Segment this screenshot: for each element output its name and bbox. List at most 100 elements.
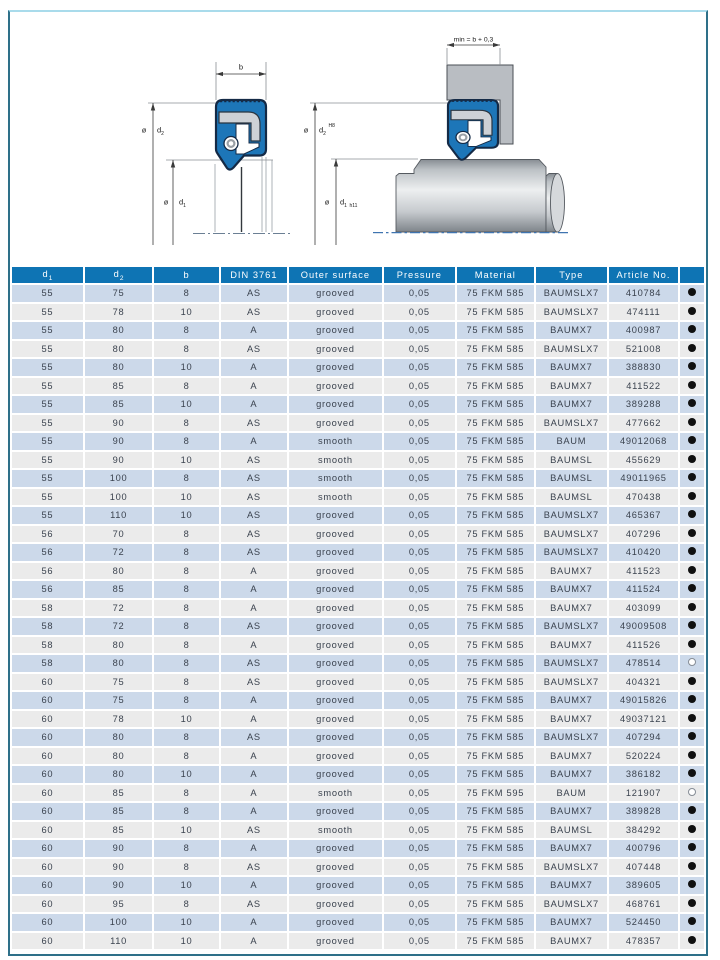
dim-d2h8-label: d2H8 — [319, 123, 335, 137]
filled-dot-icon — [688, 565, 697, 574]
cell-d2: 85 — [82, 394, 155, 415]
open-dot-icon — [688, 658, 697, 667]
cell-availability — [678, 745, 706, 766]
cell-type: BAUMSLX7 — [533, 616, 609, 637]
cell-b: 8 — [152, 468, 221, 489]
table-row: 60 75 8 AS grooved 0,05 75 FKM 585 BAUMSLX7 4043… — [10, 671, 706, 692]
cell-outer-surface: grooved — [286, 634, 384, 655]
cell-outer-surface: smooth — [286, 431, 384, 452]
cell-d1: 60 — [10, 745, 85, 766]
cell-outer-surface: grooved — [286, 375, 384, 396]
cell-d1: 60 — [10, 893, 85, 914]
cell-article-no: 411526 — [606, 634, 681, 655]
cell-pressure: 0,05 — [381, 468, 457, 489]
cell-availability — [678, 357, 706, 378]
cell-d2: 75 — [82, 690, 155, 711]
cell-d2: 90 — [82, 838, 155, 859]
cell-d1: 60 — [10, 838, 85, 859]
cell-article-no: 49012068 — [606, 431, 681, 452]
cell-b: 10 — [152, 930, 221, 951]
cell-b: 8 — [152, 653, 221, 674]
cell-availability — [678, 616, 706, 637]
cell-pressure: 0,05 — [381, 634, 457, 655]
cell-outer-surface: grooved — [286, 801, 384, 822]
cell-b: 8 — [152, 542, 221, 563]
cell-b: 8 — [152, 283, 221, 304]
cell-din: AS — [218, 301, 289, 322]
cell-b: 8 — [152, 838, 221, 859]
table-row: 55 90 10 AS smooth 0,05 75 FKM 585 BAUMSL 455629 — [10, 449, 706, 470]
filled-dot-icon — [688, 325, 697, 334]
cell-pressure: 0,05 — [381, 375, 457, 396]
dimension-table: d1 d2 b DIN 3761 Outer surface Pressure Materi… — [10, 265, 706, 951]
filled-dot-icon — [688, 861, 697, 870]
cell-d1: 55 — [10, 505, 85, 526]
cell-pressure: 0,05 — [381, 838, 457, 859]
cell-din: A — [218, 764, 289, 785]
seal-cross-section-left — [214, 98, 268, 171]
cell-type: BAUMX7 — [533, 357, 609, 378]
cell-material: 75 FKM 585 — [454, 727, 536, 748]
cell-type: BAUMSLX7 — [533, 523, 609, 544]
cell-availability — [678, 653, 706, 674]
filled-dot-icon — [688, 306, 697, 315]
filled-dot-icon — [688, 824, 697, 833]
cell-d2: 100 — [82, 912, 155, 933]
cell-din: AS — [218, 856, 289, 877]
cell-outer-surface: grooved — [286, 394, 384, 415]
cell-availability — [678, 782, 706, 803]
cell-din: A — [218, 375, 289, 396]
cell-article-no: 521008 — [606, 338, 681, 359]
cell-din: A — [218, 597, 289, 618]
cell-article-no: 404321 — [606, 671, 681, 692]
cell-material: 75 FKM 585 — [454, 338, 536, 359]
cell-type: BAUMX7 — [533, 394, 609, 415]
cell-d2: 72 — [82, 616, 155, 637]
cell-availability — [678, 634, 706, 655]
cell-pressure: 0,05 — [381, 801, 457, 822]
cell-b: 8 — [152, 616, 221, 637]
cell-pressure: 0,05 — [381, 412, 457, 433]
cell-din: A — [218, 394, 289, 415]
filled-dot-icon — [688, 380, 697, 389]
cell-availability — [678, 579, 706, 600]
cell-type: BAUMSL — [533, 819, 609, 840]
cell-availability — [678, 930, 706, 951]
cell-b: 8 — [152, 782, 221, 803]
cell-pressure: 0,05 — [381, 486, 457, 507]
cell-type: BAUMSLX7 — [533, 727, 609, 748]
cell-pressure: 0,05 — [381, 764, 457, 785]
cell-material: 75 FKM 585 — [454, 597, 536, 618]
cell-article-no: 470438 — [606, 486, 681, 507]
cell-d1: 56 — [10, 560, 85, 581]
col-header-pressure: Pressure — [381, 265, 457, 285]
cell-pressure: 0,05 — [381, 523, 457, 544]
cell-type: BAUMX7 — [533, 745, 609, 766]
cell-material: 75 FKM 585 — [454, 449, 536, 470]
cell-pressure: 0,05 — [381, 338, 457, 359]
cell-article-no: 478514 — [606, 653, 681, 674]
cell-type: BAUMX7 — [533, 634, 609, 655]
cell-outer-surface: grooved — [286, 412, 384, 433]
cell-d1: 55 — [10, 486, 85, 507]
filled-dot-icon — [688, 806, 697, 815]
dimension-d2-left: ø d2 — [142, 102, 216, 245]
cell-material: 75 FKM 585 — [454, 912, 536, 933]
cell-availability — [678, 597, 706, 618]
cell-material: 75 FKM 585 — [454, 764, 536, 785]
cell-outer-surface: smooth — [286, 449, 384, 470]
cell-type: BAUMX7 — [533, 801, 609, 822]
cell-pressure: 0,05 — [381, 616, 457, 637]
cell-material: 75 FKM 585 — [454, 412, 536, 433]
cell-din: A — [218, 782, 289, 803]
cell-outer-surface: grooved — [286, 764, 384, 785]
cell-type: BAUMSLX7 — [533, 542, 609, 563]
cell-type: BAUMSL — [533, 468, 609, 489]
cell-type: BAUMSLX7 — [533, 893, 609, 914]
cell-material: 75 FKM 585 — [454, 838, 536, 859]
cell-availability — [678, 764, 706, 785]
cell-d1: 60 — [10, 875, 85, 896]
cell-din: A — [218, 875, 289, 896]
